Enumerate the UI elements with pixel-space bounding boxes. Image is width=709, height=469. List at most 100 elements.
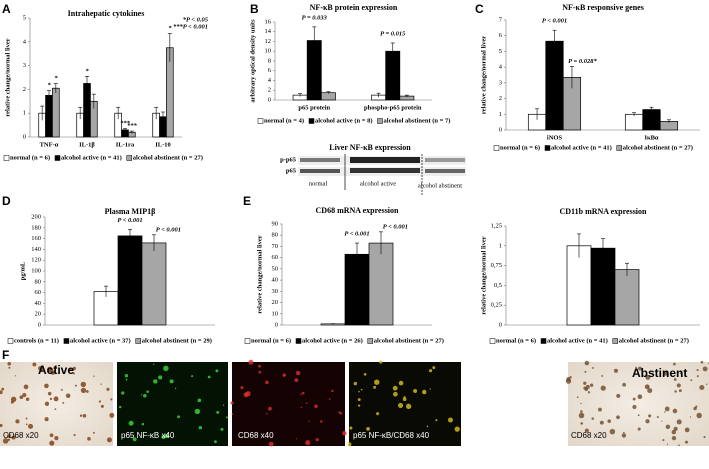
significance: P < 0.001 — [156, 226, 181, 233]
y-tick-label: 2 — [499, 95, 502, 102]
y-tick-label: 2 — [268, 87, 271, 94]
texture — [38, 365, 44, 372]
texture — [14, 375, 17, 377]
texture — [44, 417, 49, 422]
texture — [10, 400, 14, 404]
texture — [647, 385, 650, 388]
texture — [320, 420, 323, 423]
texture — [7, 361, 12, 366]
texture — [1, 387, 5, 391]
texture — [231, 413, 234, 415]
texture — [82, 413, 87, 418]
texture — [609, 428, 616, 435]
bar — [545, 40, 564, 131]
y-tick-label: 0 — [38, 321, 41, 328]
chart-title: Plasma MIP1β — [105, 207, 156, 216]
texture — [300, 393, 302, 396]
y-axis-label: relative change/normal liver — [480, 36, 487, 114]
texture — [143, 394, 147, 398]
texture — [428, 369, 433, 373]
bar — [93, 291, 119, 326]
texture — [230, 401, 234, 405]
texture — [426, 425, 429, 428]
y-tick-label: 1,25 — [491, 222, 502, 229]
texture — [583, 381, 587, 385]
legend-swatch — [493, 145, 500, 151]
texture — [314, 404, 318, 409]
legend-label: alcohol abstinent (n = 27) — [623, 144, 693, 151]
bar — [141, 242, 167, 326]
texture — [585, 384, 590, 389]
texture — [308, 420, 310, 423]
texture — [363, 373, 367, 376]
micrograph-header: Abstinent — [632, 366, 687, 380]
texture — [98, 400, 102, 403]
texture — [349, 426, 353, 430]
texture — [44, 383, 49, 389]
legend-swatch — [377, 118, 383, 124]
texture — [632, 404, 637, 410]
legend-swatch — [540, 338, 547, 344]
texture — [689, 416, 692, 418]
y-tick-label: 60 — [35, 289, 42, 296]
y-axis-label: relative change/normal liver — [480, 236, 487, 314]
texture — [54, 436, 59, 441]
legend-swatch — [244, 338, 251, 344]
texture — [7, 438, 11, 441]
texture — [146, 390, 149, 393]
texture — [191, 375, 194, 378]
texture — [25, 423, 28, 426]
texture — [169, 379, 174, 384]
legend-label: normal (n = 6) — [496, 337, 536, 344]
texture — [214, 440, 217, 444]
x-tick-label: IL-1β — [79, 141, 95, 148]
y-tick-label: 200 — [31, 213, 41, 220]
y-tick-label: 1 — [499, 242, 502, 249]
texture — [696, 369, 699, 372]
texture — [28, 423, 34, 429]
bar — [117, 235, 143, 326]
texture — [25, 417, 28, 420]
texture — [87, 437, 91, 441]
texture — [22, 392, 27, 398]
texture — [174, 387, 177, 390]
chart-title: Intrahepatic cytokines — [68, 9, 145, 18]
texture — [347, 442, 352, 447]
texture — [676, 383, 681, 388]
texture — [678, 444, 680, 447]
legend-swatch — [544, 145, 551, 151]
texture — [684, 427, 690, 433]
significance: * — [47, 82, 51, 89]
texture — [6, 433, 11, 438]
significance: P < 0.001 — [117, 217, 142, 224]
note: *P < 0.05 — [183, 16, 209, 23]
y-tick-label: 12 — [265, 38, 272, 45]
texture — [11, 435, 16, 440]
texture — [616, 393, 621, 398]
bar — [624, 113, 644, 131]
blot-title: Liver NF-κB expression — [329, 143, 411, 152]
legend-label: alcohol active (n = 26) — [302, 337, 363, 344]
texture — [580, 410, 583, 413]
texture — [565, 378, 572, 384]
texture — [673, 426, 678, 431]
texture — [666, 443, 669, 445]
texture — [664, 411, 666, 413]
bar — [320, 92, 336, 101]
texture — [15, 419, 20, 424]
texture — [360, 388, 363, 391]
texture — [338, 411, 341, 413]
texture — [392, 385, 398, 391]
texture — [435, 419, 438, 422]
blot-row: p65 — [286, 167, 297, 174]
legend-swatch — [54, 155, 61, 161]
texture — [648, 414, 652, 418]
texture — [700, 360, 704, 364]
texture — [294, 378, 299, 382]
texture — [397, 402, 404, 408]
y-tick-label: 40 — [272, 277, 279, 284]
texture — [705, 383, 708, 385]
texture — [584, 360, 590, 366]
y-axis-label: relative change/normal liver — [4, 38, 11, 116]
